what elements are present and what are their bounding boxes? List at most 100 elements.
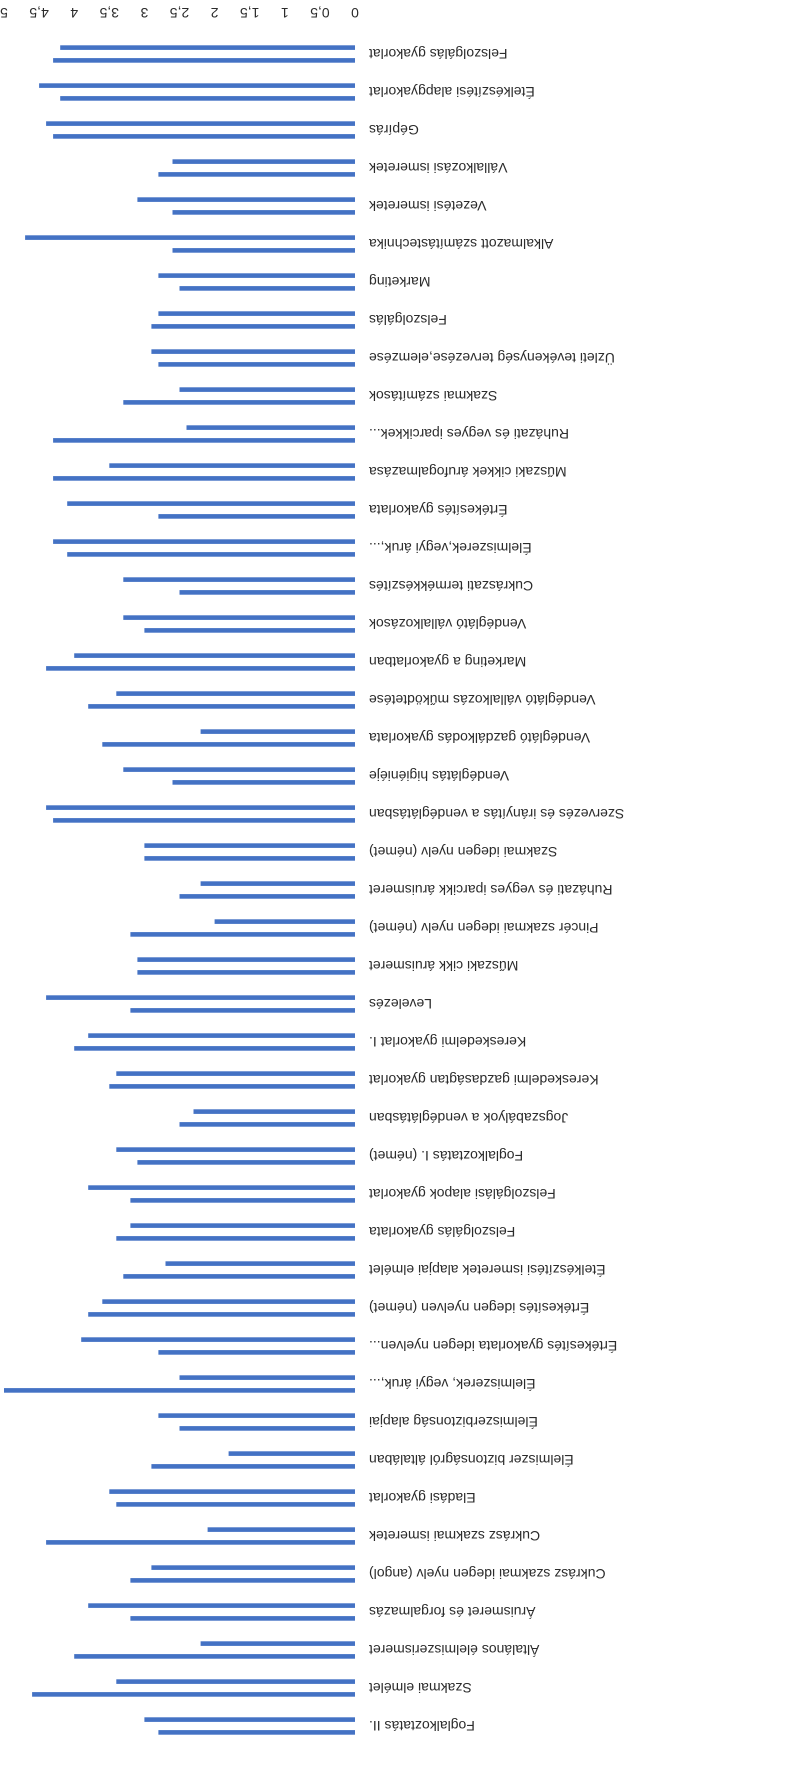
- bar: [130, 932, 355, 937]
- tick-label: 2: [210, 5, 218, 21]
- bar: [53, 134, 355, 139]
- bar: [116, 1679, 355, 1684]
- category-label: Ételkészítési alapgyakorlat: [369, 84, 535, 100]
- category-label: Felszolgálás gyakorlata: [369, 1224, 516, 1240]
- bar: [53, 58, 355, 63]
- bar: [158, 514, 355, 519]
- bar: [109, 1084, 355, 1089]
- bar: [172, 210, 355, 215]
- tick-label: 3,5: [99, 5, 119, 21]
- category-label: Ételkészítési ismeretek alapjai elmélet: [369, 1262, 606, 1278]
- bar: [116, 1502, 355, 1507]
- category-label: Vendéglátás higiéniéje: [369, 768, 509, 784]
- category-label: Felszolgálás gyakorlat: [369, 46, 508, 62]
- category-label: Műszaki cikk áruismeret: [369, 958, 518, 974]
- bar: [88, 1033, 355, 1038]
- bar: [25, 235, 355, 240]
- bar: [158, 172, 355, 177]
- bar: [179, 894, 355, 899]
- bar: [123, 615, 355, 620]
- bar: [179, 590, 355, 595]
- tick-label: 0,5: [310, 5, 330, 21]
- bar: [179, 286, 355, 291]
- category-label: Kereskedelmi gazdaságtan gyakorlat: [369, 1072, 599, 1088]
- bar: [4, 1388, 355, 1393]
- category-label: Élelmiszer biztonságról általában: [369, 1452, 574, 1468]
- tick-label: 1,5: [240, 5, 260, 21]
- bar: [46, 666, 355, 671]
- bar: [53, 476, 355, 481]
- category-label: Felszolgálási alapok gyakorlat: [369, 1186, 556, 1202]
- bar: [151, 1565, 355, 1570]
- tick-label: 2,5: [170, 5, 190, 21]
- bar: [200, 1641, 355, 1646]
- bar: [88, 1603, 355, 1608]
- tick-label: 3: [140, 5, 148, 21]
- bar: [158, 273, 355, 278]
- bar: [53, 818, 355, 823]
- bar: [137, 1160, 355, 1165]
- bar: [137, 957, 355, 962]
- category-label: Vendéglátó gazdálkodás gyakorlata: [369, 730, 590, 746]
- category-label: Cukrász szakmai ismeretek: [368, 1528, 540, 1544]
- category-label: Üzleti tevékenység tervezése,elemzése: [369, 350, 615, 367]
- category-label: Szakmai idegen nyelv (német): [369, 844, 557, 860]
- bar: [179, 387, 355, 392]
- bar: [151, 1464, 355, 1469]
- category-label: Vállalkozási ismeretek: [368, 160, 507, 176]
- category-label: Vendéglátó vállalkozások: [368, 616, 526, 632]
- bar: [88, 1185, 355, 1190]
- category-label: Élelmiszerbiztonság alapjai: [369, 1414, 538, 1430]
- tick-label: 1: [281, 5, 289, 21]
- bar: [172, 248, 355, 253]
- category-label: Gépírás: [369, 122, 419, 138]
- bar: [130, 1578, 355, 1583]
- bar: [88, 704, 355, 709]
- bar: [144, 628, 355, 633]
- bar: [46, 995, 355, 1000]
- category-label: Jogszabályok a vendéglátásban: [369, 1110, 568, 1126]
- category-label: Értékesítés gyakorlata idegen nyelven...: [369, 1338, 617, 1354]
- category-label: Általános élelmiszerismeret: [369, 1642, 540, 1658]
- category-label: Alkalmazott számítástechnika: [369, 236, 554, 252]
- bar: [172, 159, 355, 164]
- bar: [60, 96, 355, 101]
- category-label: Eladási gyakorlat: [369, 1490, 476, 1506]
- bar: [46, 805, 355, 810]
- bar: [53, 438, 355, 443]
- category-label: Élelmiszerek,vegyi áruk,...: [369, 540, 532, 556]
- bar: [158, 1730, 355, 1735]
- tick-label: 4: [70, 5, 78, 21]
- category-label: Ruházati és vegyes iparcikkek...: [369, 426, 569, 442]
- bar: [130, 1223, 355, 1228]
- bar: [74, 1046, 355, 1051]
- bar: [144, 843, 355, 848]
- bar: [179, 1426, 355, 1431]
- bar: [137, 197, 355, 202]
- bar: [102, 742, 355, 747]
- bar: [46, 1540, 355, 1545]
- bar: [151, 324, 355, 329]
- bar: [81, 1337, 355, 1342]
- bar: [130, 1616, 355, 1621]
- bar: [137, 970, 355, 975]
- bar: [123, 1274, 355, 1279]
- category-label: Pincér szakmai idegen nyelv (német): [369, 920, 599, 936]
- bar: [116, 1071, 355, 1076]
- category-label: Szakmai elmélet: [369, 1680, 472, 1696]
- bar: [144, 856, 355, 861]
- category-label: Levelezés: [369, 996, 432, 1012]
- bar: [67, 501, 355, 506]
- bar: [158, 362, 355, 367]
- category-label: Szakmai számítások: [368, 388, 497, 404]
- category-label: Szervezés és irányítás a vendéglátásban: [369, 806, 624, 822]
- bar: [123, 767, 355, 772]
- category-label: Műszaki cikkek árufogalmazása: [369, 464, 567, 480]
- bar: [151, 349, 355, 354]
- category-label: Vendéglátó vállalkozás működtetése: [369, 692, 596, 708]
- bar: [88, 1312, 355, 1317]
- bar: [53, 539, 355, 544]
- bar: [102, 1299, 355, 1304]
- bar: [109, 1489, 355, 1494]
